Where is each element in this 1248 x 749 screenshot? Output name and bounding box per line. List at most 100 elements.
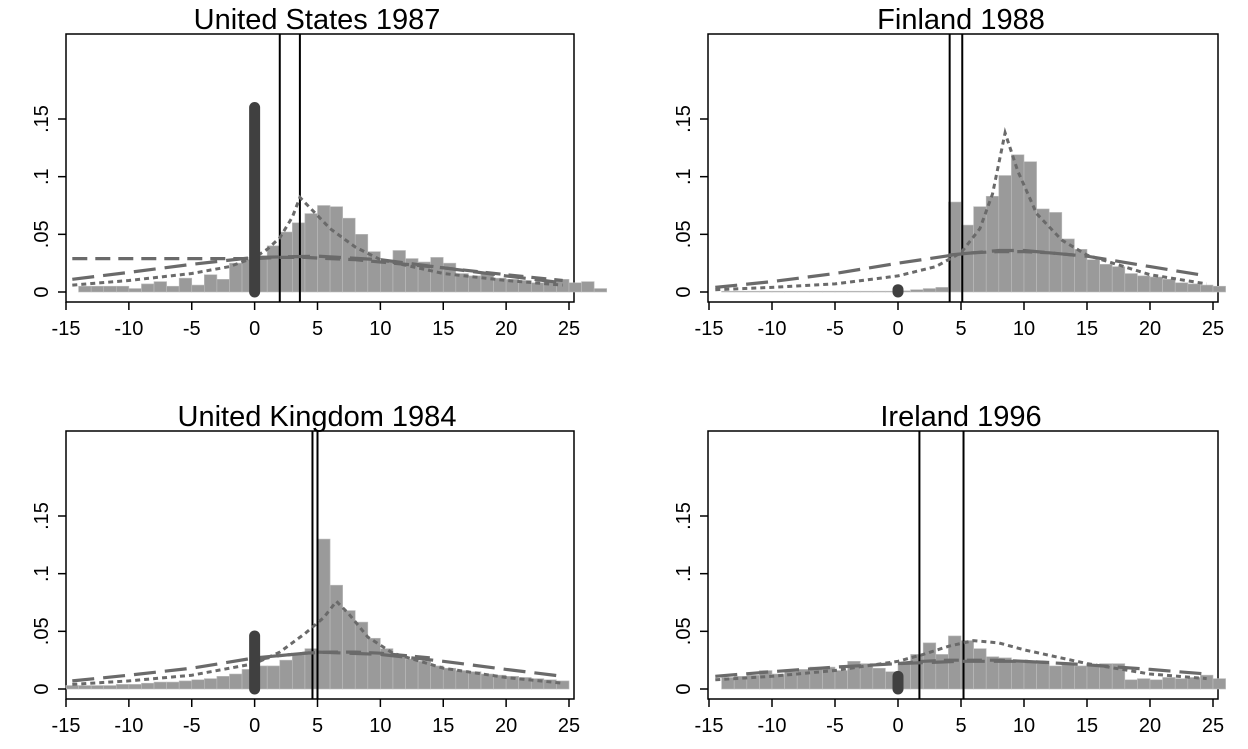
histogram-bar (204, 678, 218, 690)
x-tick-label: 0 (249, 318, 260, 340)
histogram-bar (1061, 664, 1075, 690)
x-tick-label: -15 (52, 318, 81, 340)
histogram-bar (1023, 161, 1037, 293)
y-tick-label: 0 (673, 683, 695, 694)
histogram-bar (304, 213, 318, 293)
chart-title: United States 1987 (194, 4, 441, 36)
histogram-bar (116, 684, 130, 690)
x-tick-label: -15 (52, 715, 81, 737)
histogram-bar (1174, 282, 1189, 293)
chart-title: United Kingdom 1984 (178, 401, 457, 433)
histogram-bar (178, 277, 193, 293)
x-tick-label: 0 (249, 715, 260, 737)
histogram-bar (229, 673, 243, 690)
density-curve-medium-dash (254, 650, 431, 662)
histogram-bar (859, 290, 874, 293)
histogram-bar (430, 257, 444, 293)
y-tick-label: .05 (31, 617, 53, 645)
x-tick-label: 25 (558, 715, 580, 737)
y-tick-label: .15 (673, 502, 695, 530)
density-curve-dotted (72, 194, 563, 287)
histogram-bar (1124, 679, 1138, 690)
density-curve-dotted (715, 127, 1207, 292)
histogram-bar (922, 642, 937, 690)
histogram-bar (847, 290, 861, 293)
y-tick-label: 0 (673, 286, 695, 297)
histogram-bar (1111, 266, 1126, 293)
histogram-bar (128, 288, 142, 293)
histogram-bar (78, 685, 92, 690)
histogram-bar (809, 290, 823, 293)
histogram-bar (1099, 264, 1113, 293)
histogram-bar (392, 654, 406, 690)
histogram-bar (65, 685, 79, 690)
histogram-bar (973, 648, 987, 690)
histogram-bar (342, 610, 356, 690)
histogram-bar (103, 685, 117, 690)
histogram-bar (392, 250, 406, 293)
histogram-bar (78, 285, 92, 293)
histogram-bar (141, 682, 155, 690)
density-curve-medium-dash (897, 658, 1050, 666)
histogram-bar (342, 217, 356, 293)
histogram-bar (1200, 284, 1214, 293)
histogram-bar (178, 680, 193, 690)
histogram-bar (141, 283, 155, 293)
histogram-bar (367, 637, 381, 690)
histogram-bar (380, 260, 394, 293)
histogram-bar (191, 284, 205, 293)
x-tick-label: 5 (312, 318, 323, 340)
x-tick-label: 10 (1013, 318, 1035, 340)
x-tick-label: 15 (432, 318, 454, 340)
histogram-bar (430, 665, 444, 690)
histogram-bar (872, 667, 886, 690)
histogram-bar (1086, 664, 1100, 690)
histogram-bar (733, 290, 748, 293)
density-curve-long-dash (715, 659, 1207, 678)
histogram-bar (910, 654, 924, 690)
histogram-bar (1187, 283, 1201, 293)
histogram-bar (796, 290, 811, 293)
histogram-bar (784, 290, 798, 293)
x-tick-label: -10 (114, 318, 143, 340)
histogram-bar (568, 282, 582, 293)
histogram-bar (90, 685, 105, 690)
x-tick-label: 15 (432, 715, 454, 737)
x-tick-label: 20 (495, 318, 517, 340)
y-tick-label: .1 (31, 565, 53, 582)
density-curve-medium-dash (72, 255, 563, 283)
histogram-bar (417, 661, 431, 690)
histogram-bar (1011, 154, 1025, 293)
density-curve-long-dash (72, 254, 563, 285)
histogram-bar (90, 285, 105, 293)
y-tick-label: .1 (673, 565, 695, 582)
chart-panel-1: -15 -10 -5 0 5 10 15 20 25 .15 .1 .05 0 United States… (31, 4, 608, 340)
histogram-bar (1137, 678, 1151, 690)
y-tick-label: 0 (31, 286, 53, 297)
histogram-bar (279, 231, 293, 293)
histogram-bar (480, 273, 494, 293)
histogram-bar (1011, 661, 1025, 690)
histogram-bar (556, 680, 570, 690)
histogram-bar (204, 274, 218, 293)
histogram-bar (153, 281, 167, 293)
x-tick-label: 10 (369, 715, 391, 737)
histogram-bar (998, 175, 1012, 293)
histogram-bar (1124, 273, 1138, 293)
x-tick-label: 15 (1076, 715, 1098, 737)
x-tick-label: 25 (1202, 715, 1224, 737)
histogram-bar (116, 285, 130, 293)
histogram-bar (935, 287, 949, 293)
x-tick-label: 20 (1139, 715, 1161, 737)
histogram-bar (1149, 276, 1163, 293)
histogram-bar (329, 206, 343, 293)
y-tick-label: .05 (673, 220, 695, 248)
histogram-bar (1036, 663, 1050, 690)
histogram-bar (166, 285, 180, 293)
histogram-bar (1212, 285, 1226, 293)
histogram-bar (216, 676, 230, 690)
histogram-bar (1162, 279, 1176, 293)
histogram-bar (442, 667, 457, 690)
x-tick-label: 25 (558, 318, 580, 340)
x-tick-label: -15 (695, 318, 724, 340)
